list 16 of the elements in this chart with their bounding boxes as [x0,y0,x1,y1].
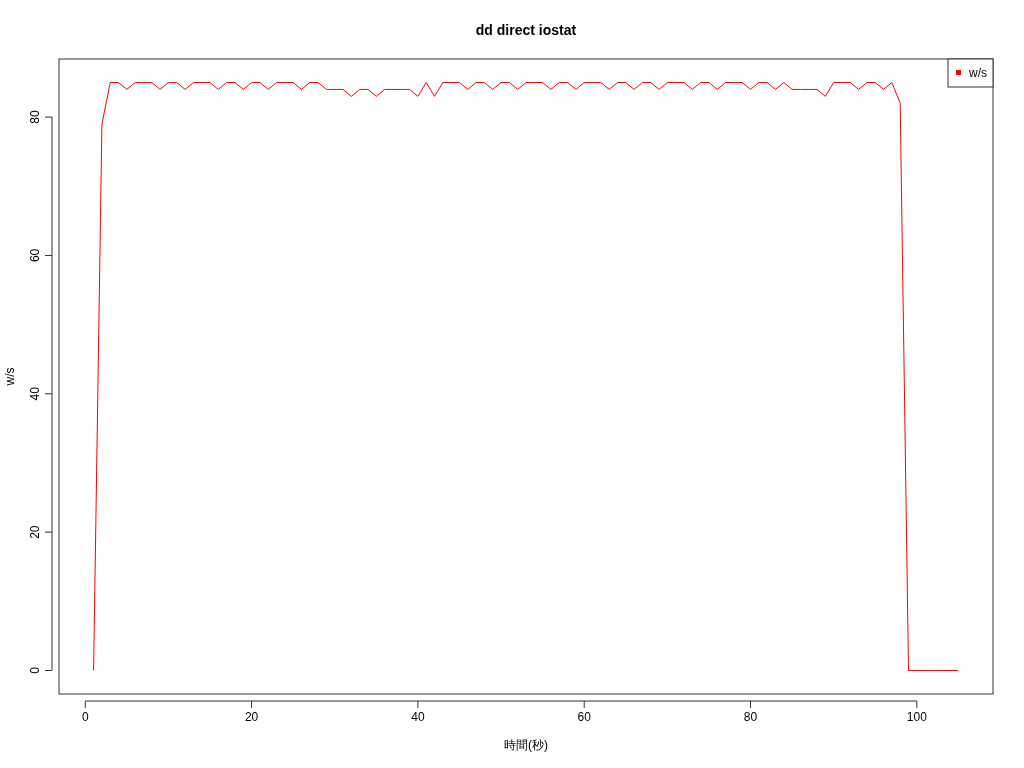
y-tick-label: 20 [28,525,42,539]
x-tick-label: 20 [244,710,259,724]
line-series [93,82,959,671]
x-tick-label: 40 [411,710,425,724]
y-tick-label: 80 [28,110,42,124]
y-tick-label: 0 [28,666,42,674]
legend-label: w/s [968,66,987,80]
x-tick-label: 80 [743,710,758,724]
y-tick-label: 60 [28,248,42,263]
x-tick-label: 60 [577,710,592,724]
x-tick-label: 0 [81,710,89,724]
chart-title: dd direct iostat [475,22,577,38]
x-tick-label: 100 [906,710,928,724]
y-axis-title: w/s [3,367,17,387]
y-tick-label: 40 [28,386,42,401]
x-axis-title: 時間(秒) [504,738,548,752]
